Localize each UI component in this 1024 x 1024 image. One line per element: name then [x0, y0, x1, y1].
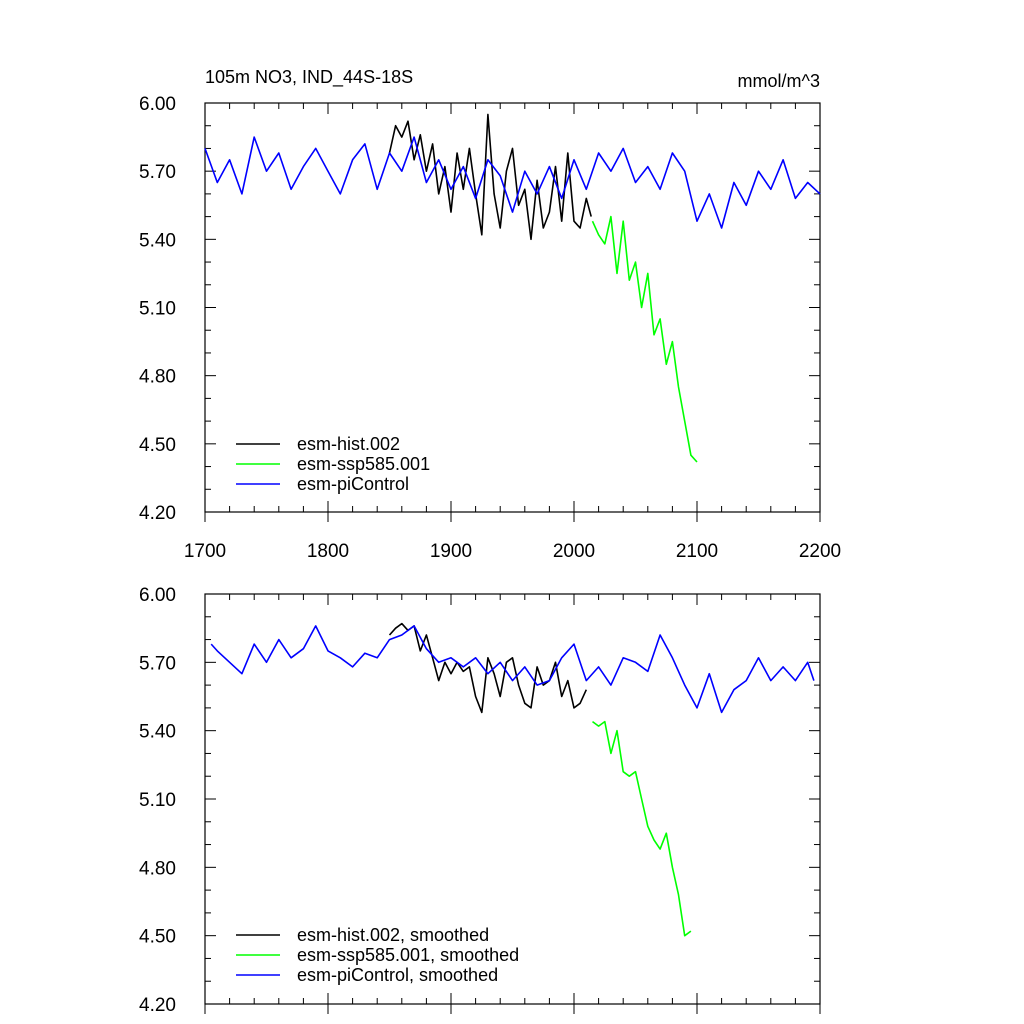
top-y-tick-label: 4.80	[139, 367, 176, 388]
bottom-series-line-1	[388, 622, 588, 714]
top-x-tick-label: 2000	[553, 541, 595, 562]
top-y-tick-label: 5.70	[139, 162, 176, 183]
top-y-tick-label: 4.20	[139, 503, 176, 524]
top-legend-label-1: esm-hist.002	[297, 434, 400, 454]
top-y-tick-label: 5.10	[139, 299, 176, 320]
top-x-tick-label: 2200	[799, 541, 841, 562]
bottom-plot-area: 4.20 4.50 4.80 5.10 5.40 5.70 6.00 esm-hist.002…	[139, 585, 821, 1016]
top-legend-label-3: esm-piControl	[297, 474, 409, 494]
bottom-panel: 4.20 4.50 4.80 5.10 5.40 5.70 6.00 esm-hist.002…	[139, 585, 821, 1016]
top-chart-title: 105m NO3, IND_44S-18S	[205, 67, 413, 88]
top-y-tick-label: 6.00	[139, 94, 176, 115]
top-plot-area: 4.20 4.50 4.80 5.10 5.40 5.70 6.00 1700 1800 1900…	[139, 94, 841, 562]
bottom-y-tick-label: 5.10	[139, 790, 176, 811]
bottom-y-tick-label: 4.20	[139, 995, 176, 1016]
top-legend-label-2: esm-ssp585.001	[297, 454, 430, 474]
top-chart-units: mmol/m^3	[738, 71, 820, 91]
bottom-y-tick-label: 4.80	[139, 858, 176, 879]
bottom-series-line-3	[210, 625, 815, 714]
bottom-y-tick-label: 4.50	[139, 927, 176, 948]
top-x-tick-label: 2100	[676, 541, 718, 562]
top-y-tick-label: 5.40	[139, 230, 176, 251]
bottom-series-line-2	[592, 720, 692, 937]
top-x-tick-label: 1700	[184, 541, 226, 562]
top-x-tick-label: 1800	[307, 541, 349, 562]
top-panel: 105m NO3, IND_44S-18S mmol/m^3 4.204.504…	[139, 67, 841, 562]
top-y-tick-label: 4.50	[139, 435, 176, 456]
bottom-y-tick-label: 6.00	[139, 585, 176, 606]
bottom-legend-label-1: esm-hist.002, smoothed	[297, 925, 489, 945]
bottom-legend-label-2: esm-ssp585.001, smoothed	[297, 945, 519, 965]
top-series-line-2	[591, 215, 698, 463]
top-series-line-1	[388, 113, 592, 241]
bottom-legend-label-3: esm-piControl, smoothed	[297, 965, 498, 985]
bottom-y-tick-label: 5.70	[139, 653, 176, 674]
top-series-line-3	[204, 136, 821, 229]
top-x-tick-label: 1900	[430, 541, 472, 562]
bottom-y-tick-label: 5.40	[139, 722, 176, 743]
